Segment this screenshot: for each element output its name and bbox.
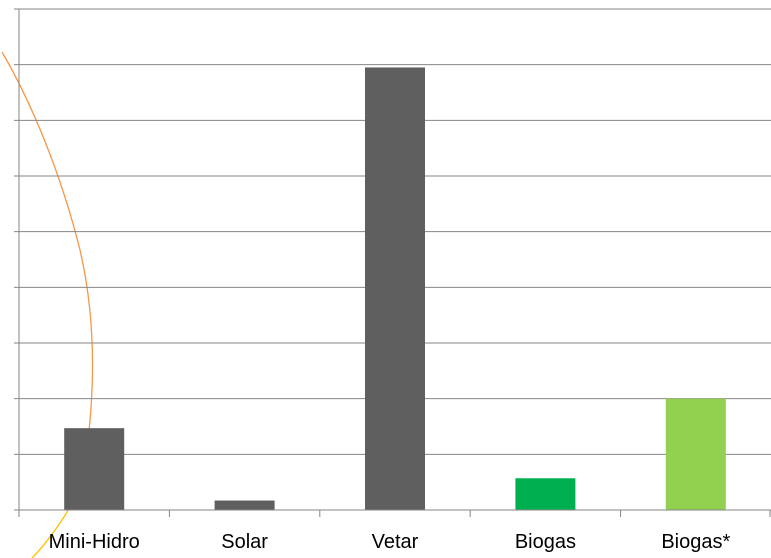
bar-mini-hidro: [64, 428, 125, 510]
x-tick-labels: Mini-Hidro Solar Vetar Biogas Biogas*: [49, 531, 731, 553]
bar-solar: [214, 500, 275, 510]
x-tick-label: Vetar: [372, 531, 419, 553]
x-tick-label: Biogas: [515, 531, 576, 553]
bar-biogas: [665, 398, 726, 510]
bar-biogas: [515, 478, 576, 510]
x-tick-label: Solar: [221, 531, 268, 553]
bar-series: [64, 67, 726, 510]
x-axis: [14, 9, 771, 517]
x-tick-label: Mini-Hidro: [49, 531, 140, 553]
x-tick-label: Biogas*: [661, 531, 730, 553]
bar-vetar: [365, 67, 425, 510]
decorative-curve-orange: [1, 51, 94, 441]
